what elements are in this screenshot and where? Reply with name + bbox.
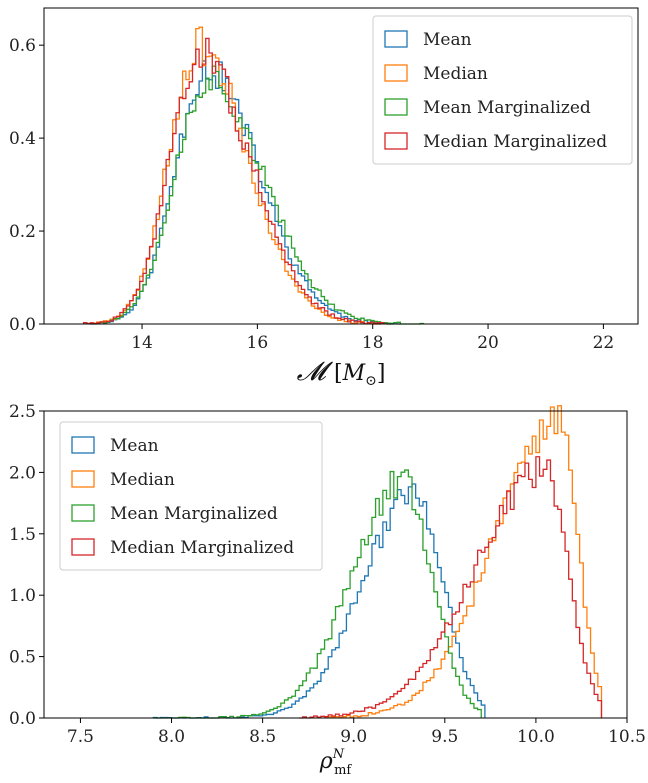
histogram-mean	[90, 60, 401, 325]
histogram-median-marginalized	[82, 37, 385, 325]
y-tick-label: 0.4	[9, 129, 36, 149]
legend-swatch	[384, 64, 408, 82]
legend-swatch	[71, 538, 95, 556]
legend-swatch	[71, 436, 95, 454]
y-tick-label: 1.0	[9, 586, 36, 606]
legend-label: Mean Marginalized	[423, 98, 591, 118]
legend-swatch	[384, 98, 408, 116]
x-tick-label: 9.5	[431, 727, 458, 747]
x-axis-label: ρN mf	[319, 747, 353, 778]
x-tick-label: 7.5	[67, 727, 94, 747]
series-layer	[82, 26, 425, 325]
legend-swatch	[71, 470, 95, 488]
x-tick-label: 8.5	[249, 727, 276, 747]
x-tick-label: 18	[362, 333, 384, 353]
histogram-median	[323, 405, 603, 719]
legend: Mean Median Mean Marginalized Median Margin…	[59, 421, 323, 571]
legend-box	[372, 15, 633, 165]
x-tick-label: 20	[477, 333, 499, 353]
axes-frame	[43, 7, 639, 325]
y-tick-label: 0.6	[9, 36, 36, 56]
legend: Mean Median Mean Marginalized Median Margin…	[372, 15, 633, 165]
x-tick-label: 14	[131, 333, 153, 353]
y-tick-label: 0.0	[9, 315, 36, 335]
x-tick-label: 9.0	[340, 727, 367, 747]
histogram-median	[89, 26, 391, 325]
legend-label: Median Marginalized	[423, 132, 607, 152]
histogram-mean-marginalized	[99, 65, 425, 325]
y-tick-label: 2.0	[9, 463, 36, 483]
chart-top-chirp-mass: 14 16 18 20 220.00.20.40.6𝓜 [M⊙]MeanMedianMe…	[9, 7, 639, 389]
axes-frame	[43, 410, 628, 719]
x-axis-label: 𝓜 [M⊙]	[297, 357, 386, 389]
legend-swatch	[384, 132, 408, 150]
legend-swatch	[384, 30, 408, 48]
legend-label: Mean Marginalized	[110, 504, 278, 524]
legend-label: Median	[423, 64, 488, 84]
x-tick-label: 10.5	[608, 727, 646, 747]
histogram-median-marginalized	[299, 456, 603, 719]
x-tick-label: 8.0	[158, 727, 185, 747]
series-layer	[152, 405, 603, 719]
x-tick-label: 10.0	[517, 727, 555, 747]
x-tick-label: 22	[593, 333, 615, 353]
x-tick-label: 16	[247, 333, 269, 353]
legend-swatch	[71, 504, 95, 522]
legend-label: Mean	[423, 30, 472, 50]
histogram-mean-marginalized	[153, 469, 482, 719]
y-tick-label: 0.5	[9, 648, 36, 668]
legend-label: Mean	[110, 436, 159, 456]
y-tick-label: 0.0	[9, 709, 36, 729]
legend-label: Median Marginalized	[110, 538, 294, 558]
chart-bottom-snr: 7.5 8.0 8.5 9.0 9.5 10.0 10.5 0.0 0.5 1.0 1.5 2.0 2.…	[9, 402, 646, 778]
legend-box	[59, 421, 323, 571]
y-tick-label: 0.2	[9, 222, 36, 242]
y-tick-label: 1.5	[9, 525, 36, 545]
y-tick-label: 2.5	[9, 402, 36, 422]
legend-label: Median	[110, 470, 175, 490]
